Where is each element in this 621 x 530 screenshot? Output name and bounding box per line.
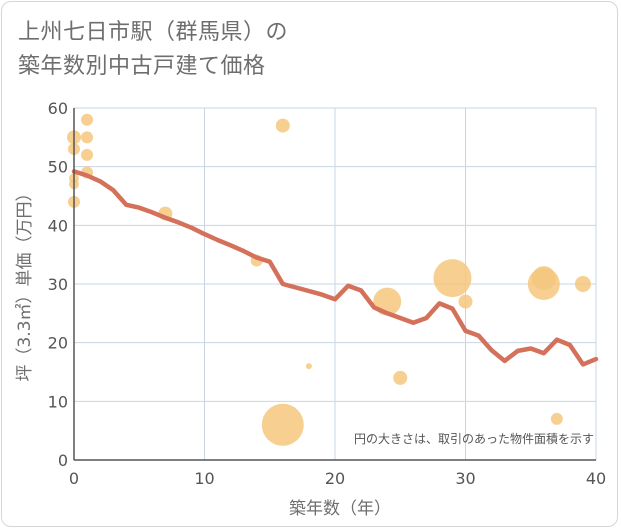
y-tick-label: 60	[48, 99, 68, 118]
grid-lines	[73, 107, 597, 461]
x-tick-label: 0	[69, 469, 79, 488]
bubble-point	[458, 294, 473, 309]
y-tick-label: 10	[48, 392, 68, 411]
axes	[73, 108, 596, 461]
bubble-point	[550, 412, 563, 425]
x-tick-label: 30	[455, 469, 475, 488]
average-line-series	[71, 169, 599, 367]
chart-title: 上州七日市駅（群馬県）の 築年数別中古戸建て価格	[18, 16, 288, 84]
bubble-point	[81, 131, 94, 144]
tick-labels: 0 10 20 30 40 0 10 20 30 40 50 60	[48, 99, 607, 488]
bubble-point	[433, 259, 472, 298]
bubble-point	[393, 370, 408, 385]
bubble-point	[527, 268, 560, 300]
chart-title-line-1: 上州七日市駅（群馬県）の	[18, 20, 289, 45]
bubble-point	[574, 276, 591, 292]
bubble-point	[81, 148, 94, 161]
bubble-point	[275, 118, 290, 133]
y-tick-label: 20	[48, 334, 68, 353]
x-tick-label: 40	[586, 469, 606, 488]
y-axis-label: 坪（3.3㎡）単価（万円）	[15, 184, 35, 381]
average-price-line	[71, 169, 599, 367]
y-tick-label: 30	[48, 275, 68, 294]
x-axis-label: 築年数（年）	[289, 499, 391, 519]
bubble-point	[305, 363, 312, 370]
x-tick-label: 10	[194, 469, 214, 488]
bubble-series	[67, 113, 591, 446]
bubble-point	[81, 113, 94, 126]
bubble-size-note: 円の大きさは、取引のあった物件面積を示す	[354, 431, 594, 446]
chart-title-line-2: 築年数別中古戸建て価格	[18, 54, 266, 79]
y-tick-label: 0	[58, 451, 68, 470]
y-tick-label: 50	[48, 158, 68, 177]
bubble-point	[261, 403, 304, 446]
y-tick-label: 40	[48, 216, 68, 235]
x-tick-label: 20	[325, 469, 345, 488]
